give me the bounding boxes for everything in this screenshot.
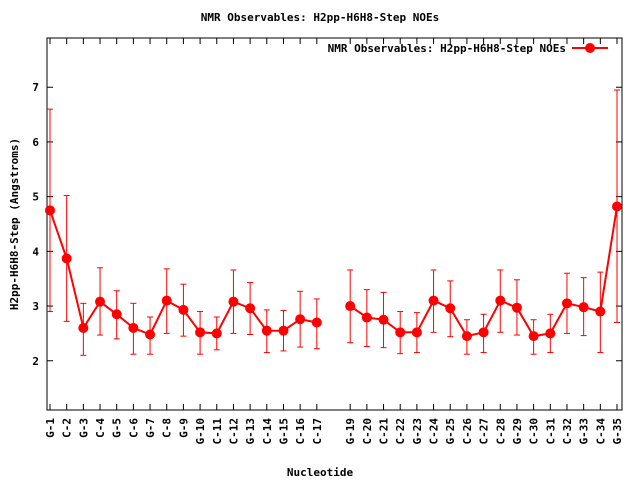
x-tick-label: C-16: [294, 418, 307, 445]
legend: NMR Observables: H2pp-H6H8-Step NOEs: [328, 42, 608, 55]
data-point: [145, 329, 156, 340]
data-point: [561, 298, 572, 309]
x-tick-label: C-28: [494, 418, 507, 445]
data-point: [345, 301, 356, 312]
x-tick-label: C-21: [378, 418, 391, 445]
x-tick-label: G-15: [277, 418, 290, 445]
x-tick-label: C-24: [428, 418, 441, 445]
x-tick-label: G-7: [144, 418, 157, 438]
x-tick-label: C-27: [478, 418, 491, 445]
x-tick-label: G-9: [177, 418, 190, 438]
data-point: [111, 309, 122, 320]
data-point: [95, 296, 106, 307]
data-point: [61, 253, 72, 264]
x-axis-label: Nucleotide: [286, 466, 354, 479]
x-tick-label: C-14: [261, 418, 274, 445]
x-tick-label: C-31: [544, 418, 557, 445]
data-point: [161, 295, 172, 306]
data-point: [261, 325, 272, 336]
x-tick-label: G-1: [44, 418, 57, 438]
data-point: [612, 201, 622, 212]
data-point: [595, 306, 606, 317]
data-point: [211, 328, 222, 339]
x-tick-label: G-35: [611, 418, 624, 445]
x-tick-label: C-12: [227, 418, 240, 445]
y-tick-label: 4: [32, 245, 39, 258]
y-tick-label: 3: [32, 300, 39, 313]
data-point: [45, 205, 55, 216]
x-tick-label: G-33: [578, 418, 591, 445]
x-tick-label: C-6: [127, 418, 140, 438]
x-tick-label: C-17: [311, 418, 324, 445]
data-point: [228, 296, 239, 307]
chart-title: NMR Observables: H2pp-H6H8-Step NOEs: [200, 11, 440, 24]
data-point: [295, 314, 306, 325]
y-tick-label: 6: [32, 136, 39, 149]
y-tick-label: 5: [32, 191, 39, 204]
legend-label: NMR Observables: H2pp-H6H8-Step NOEs: [328, 42, 566, 55]
data-point: [528, 331, 539, 342]
data-point: [361, 312, 372, 323]
data-point: [245, 303, 256, 314]
data-point: [545, 328, 556, 339]
x-tick-label: C-30: [528, 418, 541, 445]
x-tick-label: C-26: [461, 418, 474, 445]
x-tick-label: G-23: [411, 418, 424, 445]
plot-frame: [46, 37, 623, 411]
x-tick-label: C-8: [161, 418, 174, 438]
x-tick-label: G-13: [244, 418, 257, 445]
x-tick-label: G-5: [111, 418, 124, 438]
x-tick-label: C-4: [94, 418, 107, 438]
data-point: [378, 314, 389, 325]
x-tick-label: C-32: [561, 418, 574, 445]
data-point: [195, 327, 206, 338]
x-tick-label: G-29: [511, 418, 524, 445]
data-point: [278, 325, 289, 336]
legend-marker: [585, 43, 595, 53]
data-point: [178, 304, 189, 315]
data-point: [411, 327, 422, 338]
y-axis-label: H2pp-H6H8-Step (Angstroms): [8, 138, 21, 310]
data-point: [78, 322, 89, 333]
data-point: [495, 295, 506, 306]
data-point: [478, 327, 489, 338]
x-tick-label: G-25: [444, 418, 457, 445]
data-point: [461, 331, 472, 342]
y-tick-label: 7: [32, 81, 39, 94]
x-tick-label: C-22: [394, 418, 407, 445]
x-tick-label: G-10: [194, 418, 207, 445]
data-point: [395, 327, 406, 338]
x-tick-label: G-3: [77, 418, 90, 438]
x-tick-label: C-2: [61, 418, 74, 438]
x-tick-label: G-19: [344, 418, 357, 445]
data-point: [311, 317, 322, 328]
data-point: [511, 302, 522, 313]
x-tick-label: C-11: [211, 418, 224, 445]
x-tick-label: C-34: [594, 418, 607, 445]
data-point: [445, 303, 456, 314]
data-point: [428, 295, 439, 306]
data-point: [128, 322, 139, 333]
y-tick-label: 2: [32, 355, 39, 368]
data-point: [578, 302, 589, 313]
x-tick-label: C-20: [361, 418, 374, 445]
